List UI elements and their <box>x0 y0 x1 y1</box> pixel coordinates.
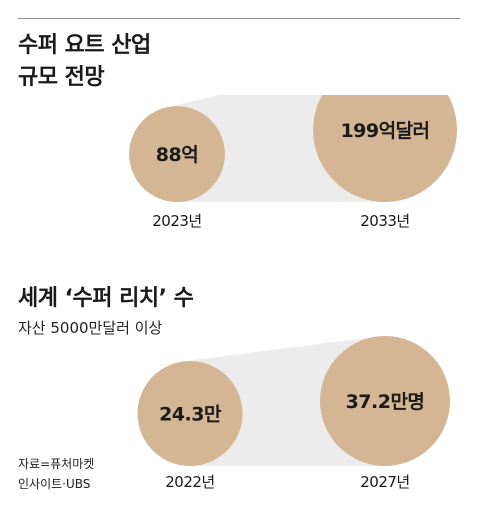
source-line-1: 자료=퓨처마켓 <box>18 457 95 471</box>
chart2-title: 세계 ‘수퍼 리치’ 수 <box>18 286 194 311</box>
chart1-value-label-1: 88억 <box>156 144 198 166</box>
top-rule <box>18 18 460 19</box>
super-rich-bubble-chart: 24.3만 2022년 37.2만명 2027년 <box>137 336 450 490</box>
chart1-category-label-2: 2033년 <box>360 212 409 230</box>
chart2-bubble-2 <box>320 336 450 466</box>
chart1-category-label-1: 2023년 <box>152 212 201 230</box>
chart1-bubble-1 <box>129 106 225 202</box>
chart1-bubble-2 <box>313 95 457 202</box>
chart2-bubble-1 <box>137 361 243 466</box>
chart2-category-label-2: 2027년 <box>360 473 409 490</box>
chart2-category-label-1: 2022년 <box>165 473 214 490</box>
chart2-subtitle: 자산 5000만달러 이상 <box>18 319 163 337</box>
chart1-title-line1: 수퍼 요트 산업 <box>18 33 151 58</box>
chart1-value-label-2: 199억달러 <box>340 120 429 142</box>
chart1-title-line2: 규모 전망 <box>18 65 105 90</box>
chart2-value-label-1: 24.3만 <box>159 404 222 426</box>
yacht-industry-bubble-chart: 88억 2023년 199억달러 2033년 <box>129 95 457 230</box>
chart2-value-label-2: 37.2만명 <box>346 391 425 413</box>
source-line-2: 인사이트·UBS <box>18 477 91 491</box>
